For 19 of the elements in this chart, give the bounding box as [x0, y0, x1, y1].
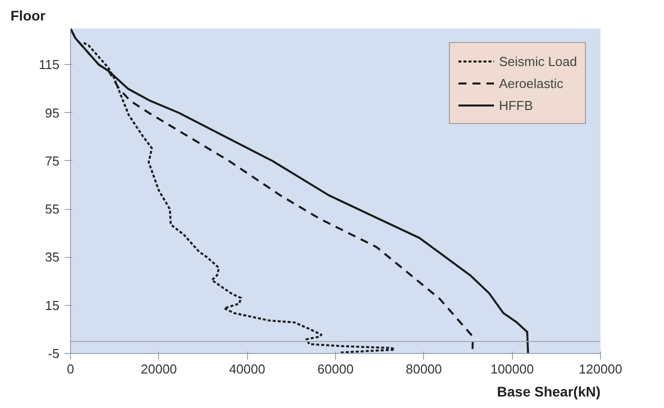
y-tick-label: 75 [45, 153, 60, 168]
y-tick-label: 95 [45, 105, 60, 120]
y-tick-label: -5 [48, 346, 60, 361]
legend-label: Seismic Load [498, 54, 577, 68]
y-tick-label: 55 [45, 202, 60, 217]
x-tick-label: 0 [66, 362, 74, 376]
y-tick-label: 115 [38, 57, 60, 72]
legend-label: Aeroelastic [498, 76, 564, 90]
x-tick-label: 40000 [229, 362, 266, 376]
x-tick-label: 120000 [578, 362, 622, 376]
y-axis-title: Floor [10, 8, 46, 24]
x-tick-label: 20000 [140, 362, 177, 376]
x-tick-label: 100000 [490, 362, 534, 376]
y-tick-label: 35 [45, 250, 60, 265]
x-tick-label: 80000 [406, 362, 442, 376]
x-tick-label: 60000 [317, 362, 354, 376]
y-tick-label: 15 [45, 298, 60, 313]
x-axis-title: Base Shear(kN) [497, 384, 601, 400]
legend-label: HFFB [498, 98, 533, 112]
